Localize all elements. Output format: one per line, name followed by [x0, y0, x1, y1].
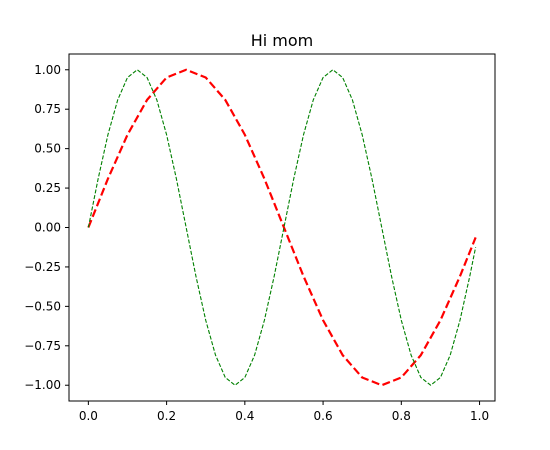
x-tick-label: 0.2 — [157, 409, 176, 423]
y-tick-label: −0.75 — [24, 339, 61, 353]
y-tick-label: 0.75 — [34, 102, 61, 116]
plot-area — [87, 68, 477, 387]
y-tick-label: −0.25 — [24, 260, 61, 274]
y-tick-label: −1.00 — [24, 378, 61, 392]
x-tick-label: 0.6 — [314, 409, 333, 423]
y-tick-label: 1.00 — [34, 63, 61, 77]
y-axis: −1.00 −0.75 −0.50 −0.25 0.00 0.25 0.50 0.75 1.00 — [24, 63, 69, 392]
x-tick-label: 0.0 — [79, 409, 98, 423]
y-tick-label: 0.50 — [34, 142, 61, 156]
x-tick-label: 0.4 — [235, 409, 254, 423]
series-line-2 — [87, 69, 477, 386]
y-tick-label: 0.25 — [34, 181, 61, 195]
axes-frame — [68, 53, 496, 402]
chart-title: Hi mom — [251, 31, 314, 50]
x-axis: 0.0 0.2 0.4 0.6 0.8 1.0 — [79, 401, 489, 423]
y-tick-label: −0.50 — [24, 299, 61, 313]
x-tick-label: 0.8 — [392, 409, 411, 423]
y-tick-label: 0.00 — [34, 221, 61, 235]
series-line-1 — [87, 68, 477, 387]
x-tick-label: 1.0 — [470, 409, 489, 423]
